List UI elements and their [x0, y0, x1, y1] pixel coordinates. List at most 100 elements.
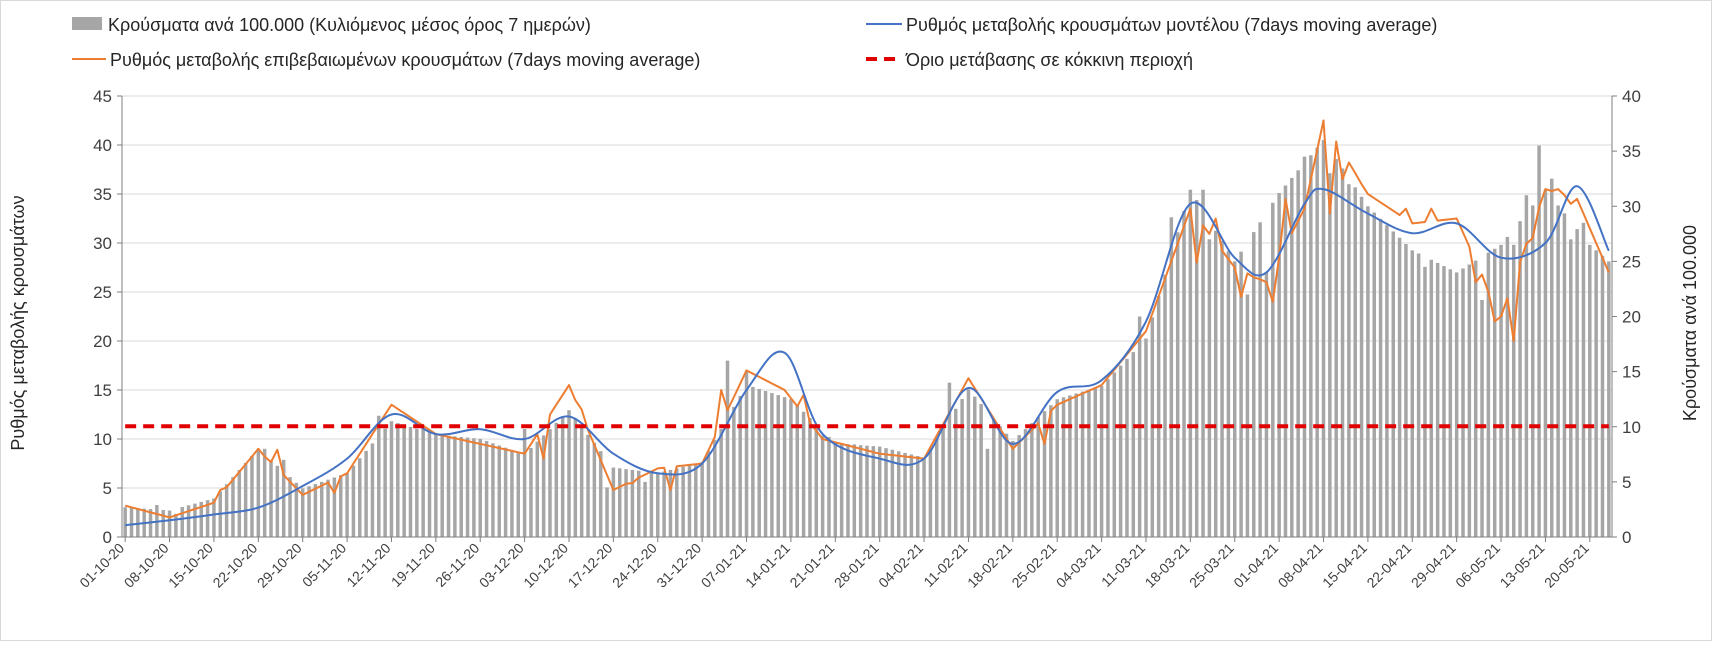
bar-161: [1144, 338, 1148, 537]
bar-102: [770, 393, 774, 537]
bar-142: [1023, 429, 1028, 537]
bar-202: [1404, 244, 1408, 538]
legend-label-bars: Κρούσματα ανά 100.000 (Κυλιόμενος μέσος …: [108, 15, 591, 35]
bar-72: [579, 426, 584, 537]
bar-214: [1480, 299, 1484, 537]
bar-125: [915, 456, 920, 537]
bar-119: [877, 446, 882, 537]
legend-label-model: Ρυθμός μεταβολής κρουσμάτων μοντέλου (7d…: [906, 15, 1437, 35]
bar-182: [1277, 193, 1281, 537]
bar-104: [782, 397, 787, 537]
bar-209: [1448, 269, 1453, 537]
bar-198: [1378, 218, 1383, 537]
bar-115: [852, 444, 857, 537]
bar-194: [1353, 187, 1357, 537]
bar-187: [1309, 155, 1313, 537]
bar-21: [256, 448, 261, 537]
bar-177: [1245, 294, 1250, 537]
bar-229: [1575, 229, 1579, 537]
bar-73: [586, 434, 590, 537]
bar-189: [1321, 140, 1326, 537]
bar-79: [624, 469, 628, 537]
bar-220: [1518, 221, 1522, 537]
bar-131: [954, 408, 958, 537]
bar-127: [928, 447, 933, 537]
bar-185: [1296, 170, 1300, 537]
bar-51: [446, 435, 451, 537]
bar-63: [522, 428, 527, 537]
bar-70: [567, 410, 571, 537]
bar-226: [1556, 205, 1560, 537]
bar-13: [205, 500, 210, 537]
bar-18: [237, 470, 242, 537]
bar-40: [377, 415, 381, 537]
bar-76: [605, 487, 609, 537]
bar-183: [1283, 185, 1288, 537]
bar-112: [833, 443, 838, 537]
bar-120: [884, 448, 888, 537]
bar-37: [358, 458, 362, 537]
bar-82: [643, 481, 647, 537]
bar-165: [1169, 217, 1174, 537]
bar-117: [865, 445, 869, 537]
bar-97: [738, 395, 742, 537]
bar-89: [687, 465, 692, 537]
bar-22: [262, 448, 267, 537]
bar-181: [1271, 202, 1275, 537]
bar-140: [1011, 441, 1015, 537]
bar-48: [427, 432, 432, 537]
bar-233: [1600, 255, 1605, 538]
bar-55: [472, 438, 476, 537]
bar-26: [288, 477, 292, 537]
bar-138: [998, 426, 1002, 537]
bar-69: [560, 416, 565, 537]
bar-171: [1207, 239, 1212, 537]
bar-0: [123, 507, 127, 537]
bar-108: [808, 418, 812, 537]
bar-38: [364, 450, 368, 537]
y-tick-left-6: 30: [93, 234, 112, 253]
bar-168: [1188, 189, 1193, 537]
bar-178: [1252, 232, 1256, 537]
y-tick-right-3: 15: [1622, 363, 1641, 382]
bar-135: [979, 404, 983, 537]
bar-86: [668, 469, 673, 537]
bar-96: [732, 406, 736, 537]
bar-175: [1233, 261, 1237, 537]
y-tick-left-9: 45: [93, 87, 112, 106]
y-tick-right-6: 30: [1622, 197, 1641, 216]
bar-199: [1385, 225, 1389, 537]
legend-label-threshold: Όριο μετάβασης σε κόκκινη περιοχή: [905, 50, 1193, 70]
bar-9: [180, 507, 184, 537]
bar-128: [935, 438, 939, 537]
y-tick-left-0: 0: [103, 528, 112, 547]
y-tick-left-7: 35: [93, 185, 112, 204]
bar-98: [744, 371, 749, 537]
bar-105: [789, 399, 793, 537]
bar-36: [351, 465, 356, 537]
bar-114: [846, 444, 850, 537]
bar-212: [1467, 264, 1472, 537]
bar-56: [478, 438, 482, 537]
y-tick-left-1: 5: [103, 479, 112, 498]
bar-107: [801, 411, 806, 537]
bar-136: [985, 448, 990, 537]
bar-65: [535, 441, 540, 537]
bar-218: [1505, 236, 1510, 537]
bar-159: [1131, 352, 1136, 537]
bar-50: [440, 435, 444, 537]
bar-130: [947, 382, 952, 537]
bar-95: [725, 360, 730, 537]
bar-57: [484, 441, 489, 537]
bar-191: [1334, 159, 1338, 537]
bar-12: [199, 501, 203, 537]
bar-153: [1093, 387, 1097, 537]
bar-231: [1588, 244, 1592, 537]
bar-163: [1156, 296, 1161, 537]
bar-173: [1220, 240, 1224, 537]
bar-83: [649, 472, 654, 537]
bar-170: [1201, 189, 1205, 537]
bar-66: [541, 435, 546, 537]
y-tick-right-5: 25: [1622, 252, 1641, 271]
